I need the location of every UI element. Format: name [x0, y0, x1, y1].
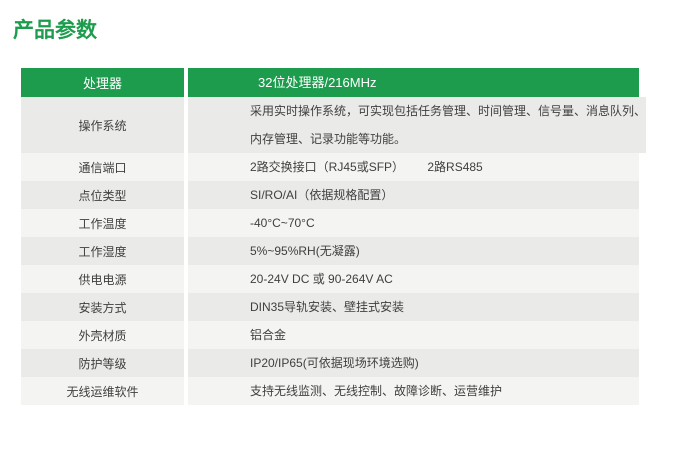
row-label: 供电电源: [21, 265, 184, 293]
page-title: 产品参数: [13, 19, 97, 42]
spec-row-wireless-oam-software: 无线运维软件 支持无线监测、无线控制、故障诊断、运营维护: [21, 377, 639, 405]
table-body: 操作系统 采用实时操作系统，可实现包括任务管理、时间管理、信号量、消息队列、 内…: [21, 97, 647, 405]
header-key-label: 处理器: [82, 76, 122, 91]
spec-table: 处理器 32位处理器/216MHz 操作系统 采用实时操作系统，可实现包括任务管…: [21, 68, 647, 405]
row-value: -40°C~70°C: [188, 209, 639, 237]
row-label: 防护等级: [21, 349, 184, 377]
row-value: 20-24V DC 或 90-264V AC: [188, 265, 639, 293]
row-label: 外壳材质: [21, 321, 184, 349]
header-value-label: 32位处理器/216MHz: [258, 74, 377, 90]
row-value: 2路交换接口（RJ45或SFP） 2路RS485: [188, 153, 639, 181]
spec-row-point-types: 点位类型 SI/RO/AI（依据规格配置）: [21, 181, 639, 209]
row-value: 铝合金: [188, 321, 639, 349]
spec-row-operating-temperature: 工作温度 -40°C~70°C: [21, 209, 639, 237]
row-value: DIN35导轨安装、壁挂式安装: [188, 293, 639, 321]
row-value: 采用实时操作系统，可实现包括任务管理、时间管理、信号量、消息队列、 内存管理、记…: [188, 97, 647, 153]
row-label: 点位类型: [21, 181, 184, 209]
row-value: 5%~95%RH(无凝露): [188, 237, 639, 265]
spec-row-comm-ports: 通信端口 2路交换接口（RJ45或SFP） 2路RS485: [21, 153, 639, 181]
spec-row-mounting: 安装方式 DIN35导轨安装、壁挂式安装: [21, 293, 639, 321]
table-header-row: 处理器 32位处理器/216MHz: [21, 68, 639, 97]
header-key-cell: 处理器: [21, 68, 184, 97]
row-label: 操作系统: [21, 97, 184, 153]
row-label: 工作湿度: [21, 237, 184, 265]
row-value: IP20/IP65(可依据现场环境选购): [188, 349, 639, 377]
row-label: 无线运维软件: [21, 377, 184, 405]
spec-row-enclosure-material: 外壳材质 铝合金: [21, 321, 639, 349]
row-label: 安装方式: [21, 293, 184, 321]
row-label: 工作温度: [21, 209, 184, 237]
row-label: 通信端口: [21, 153, 184, 181]
row-value: SI/RO/AI（依据规格配置）: [188, 181, 639, 209]
row-value: 支持无线监测、无线控制、故障诊断、运营维护: [188, 377, 639, 405]
spec-row-operating-humidity: 工作湿度 5%~95%RH(无凝露): [21, 237, 639, 265]
spec-row-os: 操作系统 采用实时操作系统，可实现包括任务管理、时间管理、信号量、消息队列、 内…: [21, 97, 647, 153]
spec-row-protection-rating: 防护等级 IP20/IP65(可依据现场环境选购): [21, 349, 639, 377]
spec-row-power-supply: 供电电源 20-24V DC 或 90-264V AC: [21, 265, 639, 293]
header-value-cell: 32位处理器/216MHz: [188, 68, 639, 97]
